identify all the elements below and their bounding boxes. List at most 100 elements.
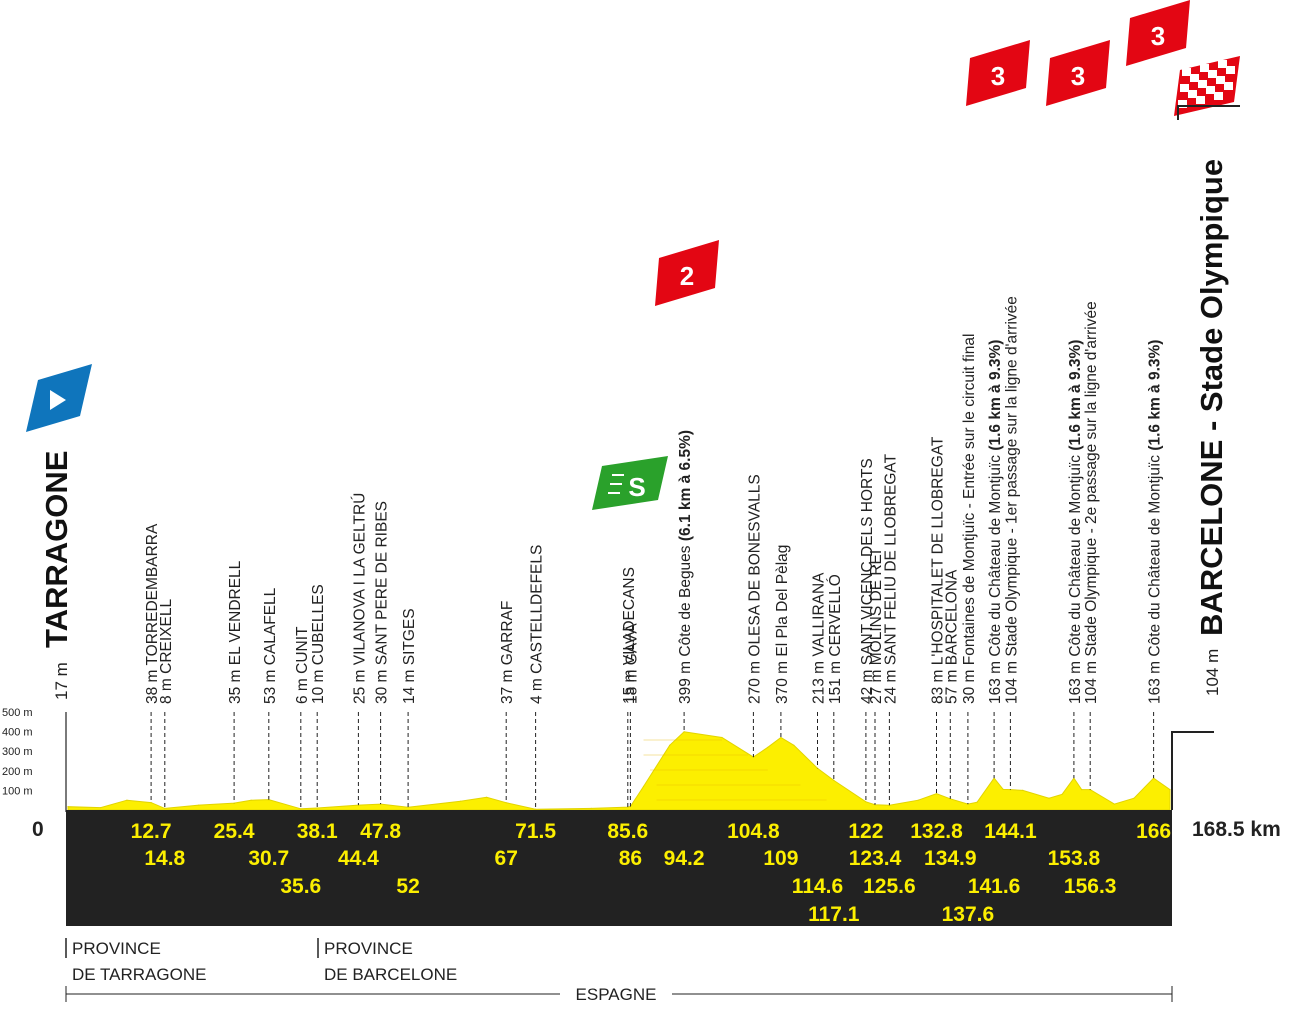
elevation-profile (67, 731, 1171, 811)
profile-point (917, 799, 919, 801)
country-name: ESPAGNE (576, 985, 657, 1004)
waypoint-label: 6 m CUNIT (294, 626, 311, 704)
finish-flag-check (1178, 100, 1187, 108)
profile-point (683, 731, 685, 733)
finish-flag-check (1206, 86, 1215, 94)
y-tick-label: 100 m (2, 785, 33, 797)
finish-flag-check (1226, 66, 1235, 74)
profile-point (1022, 789, 1024, 792)
km-label: 38.1 (297, 820, 338, 843)
waypoint-label: 163 m Côte du Château de Montjuïc (1.6 k… (1147, 340, 1164, 704)
km-label: 123.4 (849, 847, 902, 870)
waypoint-label: 15 m VILADECANS (621, 567, 638, 704)
finish-flag-check (1198, 80, 1207, 88)
waypoint-label: 370 m El Pla Del Pèlag (774, 545, 791, 704)
profile-point (126, 799, 128, 801)
climb-stats: (1.6 km à 9.3%) (987, 340, 1004, 455)
km-label: 30.7 (248, 847, 289, 870)
waypoint-label: 104 m Stade Olympique - 1er passage sur … (1003, 296, 1020, 704)
profile-point (833, 779, 835, 782)
waypoint-label: 42 m SANT VICENÇ DELS HORTS (859, 458, 876, 704)
profile-point (1113, 803, 1115, 805)
km-label: 141.6 (968, 875, 1021, 898)
y-tick-label: 200 m (2, 766, 33, 778)
km-label: 117.1 (808, 903, 860, 926)
profile-point (250, 799, 252, 801)
waypoint-label: 25 m VILANOVA I LA GELTRÚ (351, 493, 368, 704)
waypoint-label: 27 m MOLINS DE REI (868, 550, 885, 704)
waypoint-label: 38 m TORREDEMBARRA (144, 523, 161, 704)
y-tick-label: 300 m (2, 746, 33, 758)
km-label: 125.6 (863, 875, 916, 898)
waypoint-label: 83 m L'HOSPITALET DE LLOBREGAT (930, 436, 947, 704)
waypoint-label: 18 m GAVÀ (623, 623, 640, 704)
finish-flag-check (1214, 92, 1223, 100)
climb-category-flag (1046, 40, 1110, 106)
sprint-label: S (628, 472, 645, 502)
km-label: 71.5 (515, 820, 556, 843)
waypoint-label: 151 m CERVELLÓ (827, 574, 844, 704)
waypoint-label: 4 m CASTELLDEFELS (529, 545, 546, 704)
km-label: 137.6 (942, 903, 995, 926)
profile-point (1002, 788, 1004, 791)
waypoint-label: 30 m Fontaines de Montjuïc - Entrée sur … (961, 334, 978, 704)
km-label: 166 (1136, 820, 1171, 843)
km-label: 153.8 (1048, 847, 1101, 870)
km-label: 85.6 (607, 820, 648, 843)
y-tick-label: 500 m (2, 707, 33, 719)
finish-flag-check (1190, 74, 1199, 82)
profile-point (300, 808, 302, 810)
waypoint-label: 270 m OLESA DE BONESVALLS (746, 474, 763, 704)
start-arrow-icon (50, 390, 66, 410)
climb-category-label: 2 (680, 261, 694, 291)
climb-category-flag (655, 240, 719, 306)
waypoint-label: 30 m SANT PERE DE RIBES (374, 501, 391, 704)
waypoint-label: 24 m SANT FELIU DE LLOBREGAT (882, 453, 899, 704)
profile-point (793, 744, 795, 746)
profile-area (67, 731, 1171, 811)
finish-flag-check (1196, 96, 1205, 104)
profile-point (459, 800, 461, 802)
profile-point (67, 806, 69, 808)
climb-stats: (1.6 km à 9.3%) (1067, 340, 1084, 455)
profile-point (642, 785, 645, 788)
waypoint-label: 14 m SITGES (401, 608, 418, 704)
km-label: 134.9 (924, 847, 977, 870)
waypoint-label: 37 m GARRAF (499, 601, 516, 704)
start-km: 0 (32, 818, 44, 841)
km-label: 156.3 (1064, 875, 1117, 898)
region-name: PROVINCE (324, 939, 413, 958)
km-label: 94.2 (664, 847, 705, 870)
profile-point (150, 802, 152, 804)
finish-flag-check (1208, 70, 1217, 78)
waypoint-label: 213 m VALLIRANA (811, 572, 828, 704)
finish-bracket (1171, 731, 1214, 810)
km-label: 144.1 (984, 820, 1037, 843)
km-label: 52 (396, 875, 419, 898)
finish-flag-check (1218, 60, 1227, 68)
climb-category-label: 3 (991, 61, 1005, 91)
finish-name: BARCELONE - Stade Olympique (1194, 159, 1229, 636)
waypoint-label: 104 m Stade Olympique - 2e passage sur l… (1083, 301, 1100, 704)
climb-stats: (1.6 km à 9.3%) (1147, 340, 1164, 455)
finish-flag-check (1188, 90, 1197, 98)
finish-flag-check (1180, 84, 1189, 92)
finish-flag-leader (1177, 105, 1240, 120)
profile-point (865, 801, 867, 803)
waypoint-label: 163 m Côte du Château de Montjuïc (1.6 k… (1067, 340, 1084, 704)
km-label: 132.8 (910, 820, 963, 843)
waypoint-label: 8 m CREIXELL (158, 599, 175, 704)
y-tick-label: 400 m (2, 727, 33, 739)
profile-point (976, 801, 978, 803)
climb-stats: (6.1 km à 6.5%) (677, 430, 694, 545)
profile-point (935, 793, 938, 795)
profile-point (198, 804, 200, 806)
profile-point (164, 807, 166, 810)
profile-point (1169, 789, 1171, 791)
profile-point (590, 807, 592, 810)
finish-km: 168.5 km (1192, 818, 1281, 841)
profile-point (505, 802, 507, 804)
distance-band-bg (66, 810, 1172, 926)
finish-altitude: 104 m (1203, 649, 1222, 696)
